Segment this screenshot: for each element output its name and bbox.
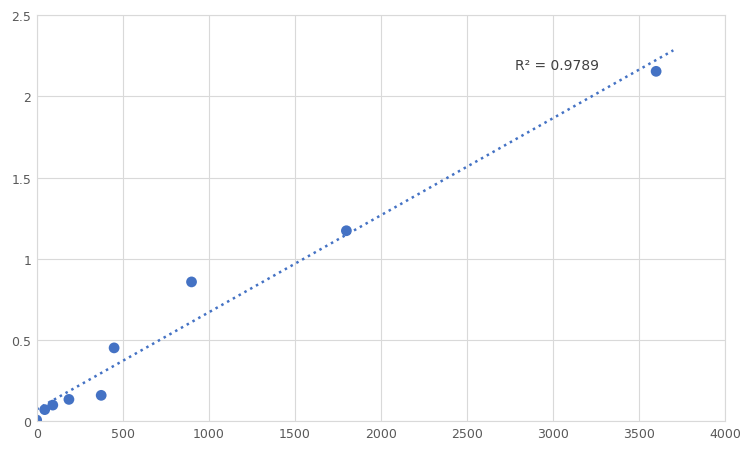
Point xyxy=(341,228,353,235)
Point xyxy=(31,416,43,423)
Point xyxy=(650,69,663,76)
Point xyxy=(186,279,198,286)
Point xyxy=(47,401,59,409)
Text: R² = 0.9789: R² = 0.9789 xyxy=(515,60,599,74)
Point xyxy=(108,345,120,352)
Point xyxy=(96,392,108,399)
Point xyxy=(38,406,50,413)
Point xyxy=(63,396,75,403)
